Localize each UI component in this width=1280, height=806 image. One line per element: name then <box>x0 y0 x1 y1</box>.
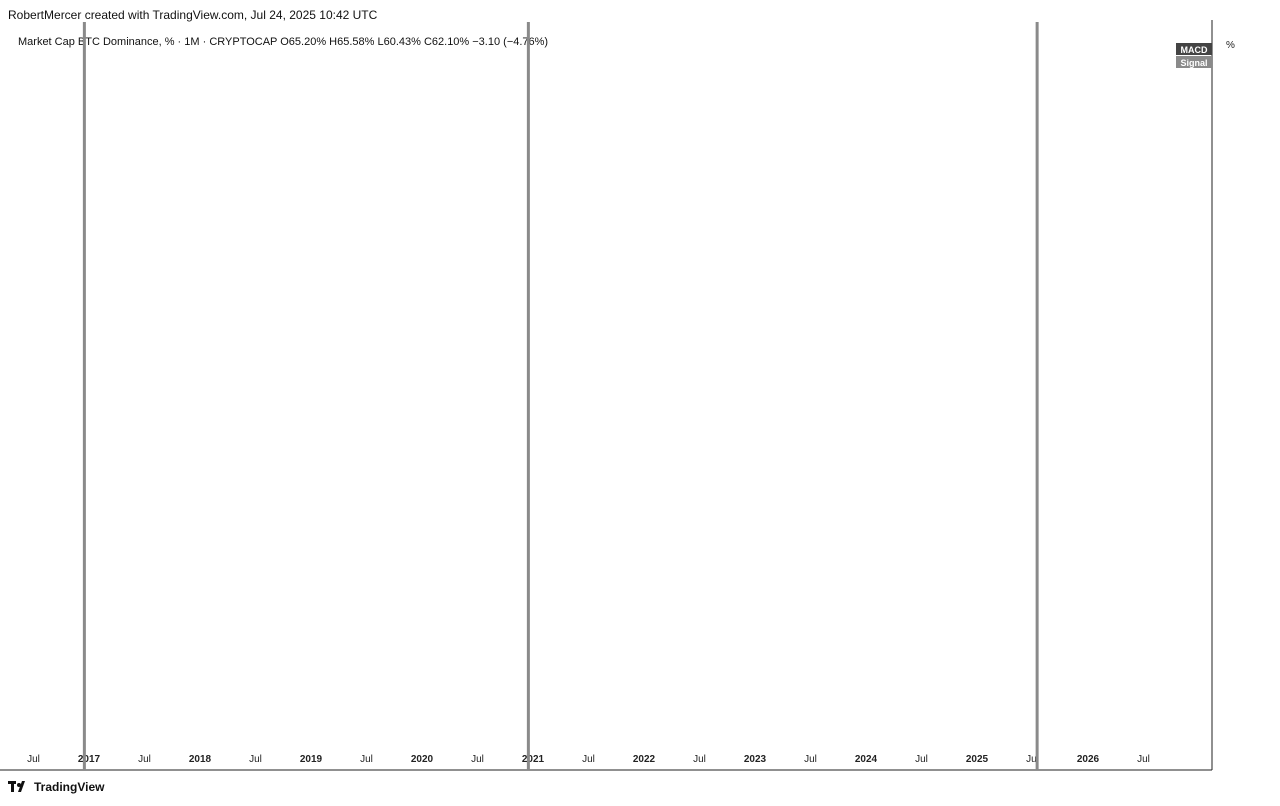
time-axis-tick-label: Jul <box>1026 754 1039 765</box>
time-axis-tick-label: 2026 <box>1077 754 1100 765</box>
time-axis-tick-label: 2022 <box>633 754 656 765</box>
time-axis-tick-label: 2020 <box>411 754 434 765</box>
tradingview-logo[interactable]: TradingView <box>8 780 104 794</box>
time-axis-tick-label: 2019 <box>300 754 323 765</box>
chart-author-line: RobertMercer created with TradingView.co… <box>8 8 378 22</box>
time-axis-tick-label: Jul <box>249 754 262 765</box>
legend-badge-label: MACD <box>1181 45 1208 55</box>
time-axis-tick-label: Jul <box>138 754 151 765</box>
price-axis-unit-label: % <box>1226 40 1235 51</box>
symbol-info-line[interactable]: Market Cap BTC Dominance, % · 1M · CRYPT… <box>18 36 549 48</box>
legend-badge-label: Signal <box>1180 58 1207 68</box>
time-axis-tick-label: Jul <box>27 754 40 765</box>
time-axis-tick-label: Jul <box>693 754 706 765</box>
time-axis-tick-label: 2021 <box>522 754 545 765</box>
time-axis-tick-label: 2023 <box>744 754 767 765</box>
time-axis-tick-label: Jul <box>582 754 595 765</box>
tradingview-brand-text: TradingView <box>34 780 105 794</box>
time-axis-tick-label: Jul <box>804 754 817 765</box>
legend-badge-box <box>1176 56 1212 68</box>
time-axis-tick-label: Jul <box>360 754 373 765</box>
time-axis-tick-label: 2017 <box>78 754 101 765</box>
time-axis-tick-label: Jul <box>471 754 484 765</box>
time-axis-tick-label: 2025 <box>966 754 989 765</box>
time-axis-tick-label: 2024 <box>855 754 878 765</box>
time-axis-tick-label: Jul <box>915 754 928 765</box>
tradingview-logo-icon <box>8 781 28 793</box>
time-axis-tick-label: Jul <box>1137 754 1150 765</box>
legend-badge-box <box>1176 43 1212 55</box>
time-axis-tick-label: 2018 <box>189 754 212 765</box>
